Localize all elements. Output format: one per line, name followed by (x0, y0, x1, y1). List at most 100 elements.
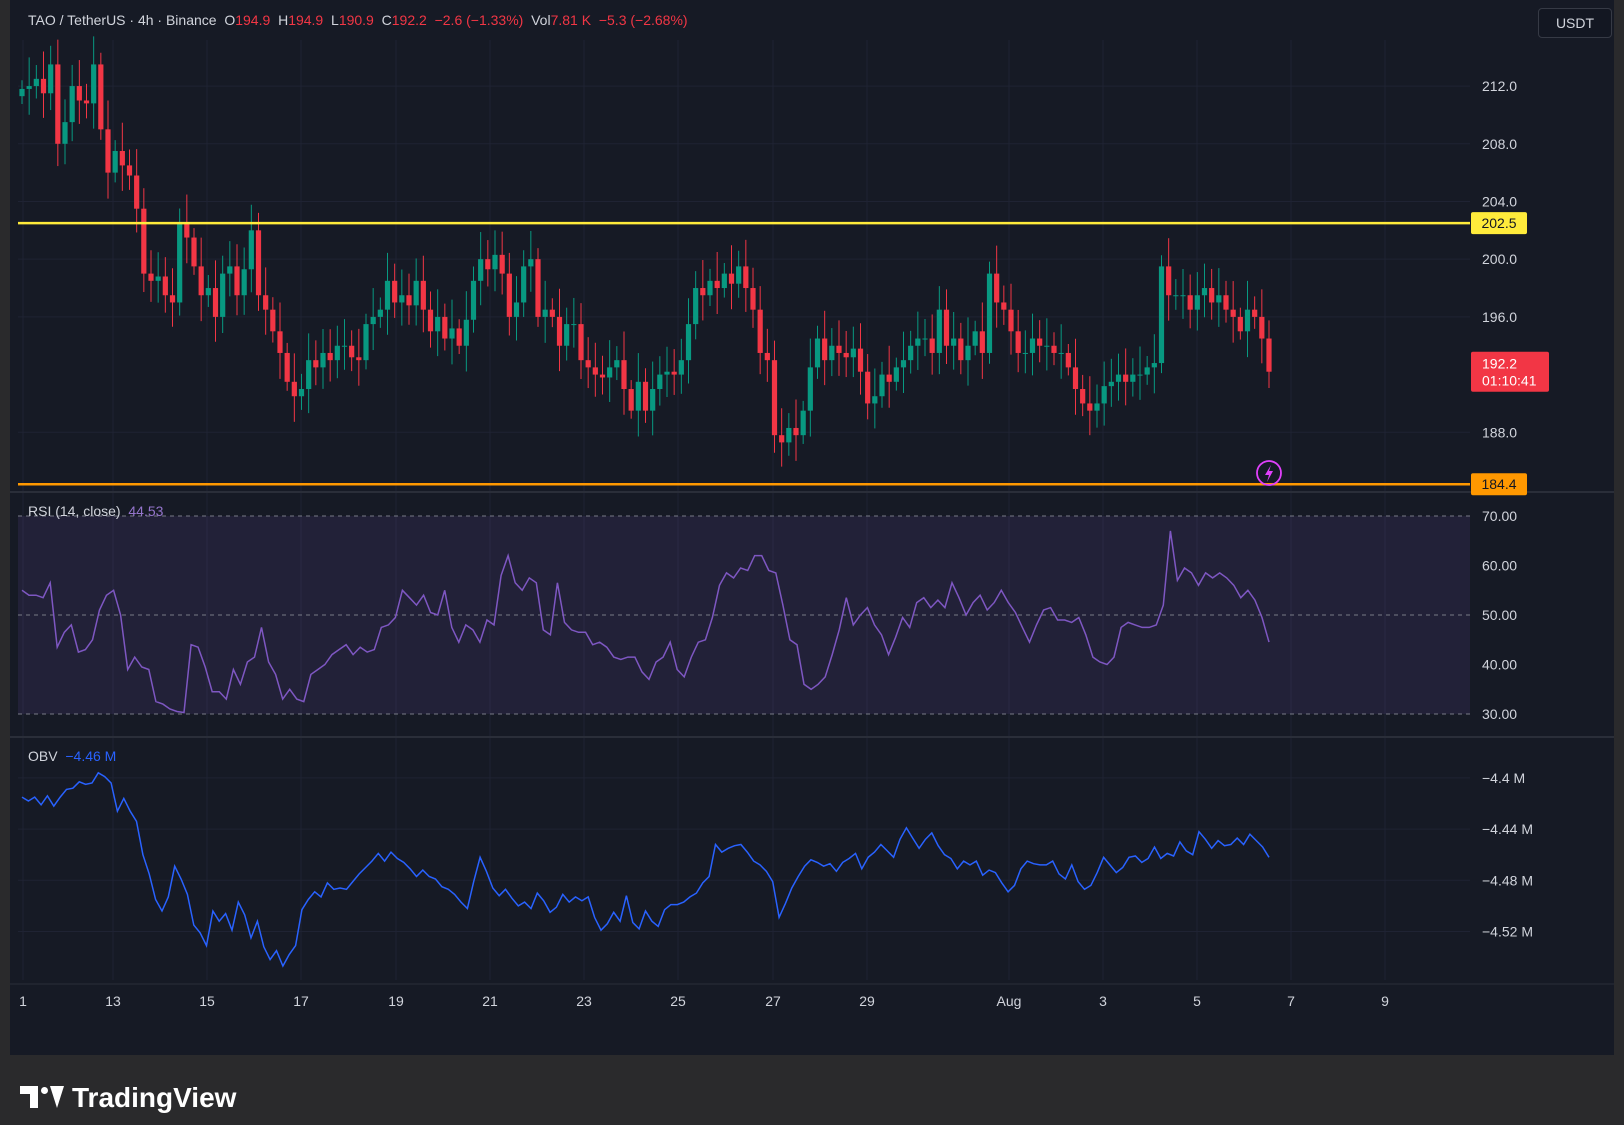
candle-body (162, 276, 168, 296)
candle-body (657, 374, 663, 390)
time-tick-label: 15 (199, 993, 215, 1009)
candle-body (879, 374, 885, 397)
candle-body (270, 309, 276, 332)
candle-body (886, 374, 892, 382)
candle-body (427, 309, 434, 332)
candle-body (1266, 338, 1272, 372)
candle-body (420, 280, 426, 310)
candle-body (263, 295, 269, 310)
chart-frame[interactable]: 202.5 184.4 192.2 01:10:41 212.0 208.0 204.0 2… (10, 0, 1614, 1055)
rsi-legend[interactable]: RSI (14, close) 44.53 (28, 503, 163, 519)
candle-body (399, 295, 405, 303)
candle-body (972, 331, 978, 346)
candle-body (406, 295, 412, 306)
time-tick-label: 17 (293, 993, 309, 1009)
rsi-line (21, 530, 1270, 714)
candle-body (528, 259, 534, 267)
level-price-tag (1471, 212, 1527, 235)
candlestick-series (19, 36, 1272, 467)
candle-body (377, 309, 383, 317)
candle-body (1058, 352, 1064, 354)
candle-body (678, 360, 684, 375)
obv-legend[interactable]: OBV −4.46 M (28, 748, 116, 764)
candle-body (571, 324, 577, 326)
candle-body (1230, 309, 1236, 317)
candle-body (1087, 403, 1093, 411)
candle-body (298, 389, 305, 397)
candle-body (363, 324, 369, 361)
candle-body (1237, 316, 1243, 332)
candle-body (220, 273, 226, 317)
close-label: C (381, 12, 392, 28)
candle-body (1072, 367, 1079, 390)
candle-body (664, 371, 670, 375)
symbol-label[interactable]: TAO / TetherUS · 4h · Binance (28, 12, 217, 28)
price-tick-label: 188.0 (1482, 424, 1517, 440)
candle-body (148, 273, 154, 281)
candle-body (48, 64, 54, 94)
candle-body (435, 316, 441, 332)
candle-body (994, 273, 1000, 303)
candle-body (857, 348, 864, 372)
candle-body (900, 360, 907, 368)
rsi-tick-label: 40.00 (1482, 657, 1517, 673)
candle-body (513, 302, 520, 317)
high-label: H (278, 12, 289, 28)
candle-body (1173, 295, 1179, 297)
candle-body (893, 367, 899, 382)
candle-body (134, 175, 140, 209)
candle-body (965, 345, 971, 361)
candle-body (721, 273, 727, 289)
price-tick-label: 212.0 (1482, 78, 1517, 94)
candle-body (943, 309, 950, 346)
candle-body (248, 230, 254, 270)
time-tick-label: 29 (859, 993, 875, 1009)
rsi-tick-label: 50.00 (1482, 607, 1517, 623)
candle-body (714, 280, 720, 289)
candle-body (728, 273, 735, 284)
candle-body (284, 352, 290, 382)
candle-body (542, 309, 548, 317)
candle-body (1158, 266, 1165, 364)
candle-body (392, 280, 398, 303)
candle-body (1051, 345, 1057, 353)
candle-body (198, 266, 204, 296)
tradingview-logo[interactable]: TradingView (20, 1078, 236, 1118)
price-tick-label: 196.0 (1482, 309, 1517, 325)
candle-body (929, 338, 935, 353)
last-price-tag (1471, 351, 1549, 392)
candle-body (98, 64, 104, 130)
candle-body (771, 360, 778, 436)
candle-body (1187, 295, 1193, 310)
candle-body (908, 345, 914, 361)
level-price-label: 202.5 (1481, 215, 1516, 231)
candle-body (958, 338, 964, 361)
candle-body (470, 280, 477, 320)
candle-body (764, 352, 770, 361)
candle-body (951, 338, 957, 346)
candle-body (1123, 374, 1129, 382)
candle-body (599, 374, 606, 378)
candle-body (449, 328, 455, 339)
lightning-icon[interactable] (1256, 460, 1282, 486)
currency-button[interactable]: USDT (1538, 8, 1612, 38)
level-price-label: 184.4 (1481, 476, 1516, 492)
volume-change-value: −5.3 (−2.68%) (598, 12, 688, 28)
candle-body (1223, 295, 1229, 310)
obv-line (21, 771, 1270, 968)
candle-body (184, 223, 190, 238)
level-price-tag (1471, 473, 1527, 496)
candle-body (91, 64, 97, 104)
candle-body (743, 266, 749, 289)
candle-body (1080, 389, 1086, 404)
candle-body (177, 223, 183, 303)
candle-body (807, 367, 813, 411)
candle-body (700, 288, 706, 296)
candle-body (564, 324, 570, 346)
candle-body (621, 360, 627, 390)
candle-body (1209, 288, 1215, 303)
high-value: 194.9 (288, 12, 324, 28)
candle-body (685, 324, 692, 361)
candle-body (585, 360, 591, 368)
